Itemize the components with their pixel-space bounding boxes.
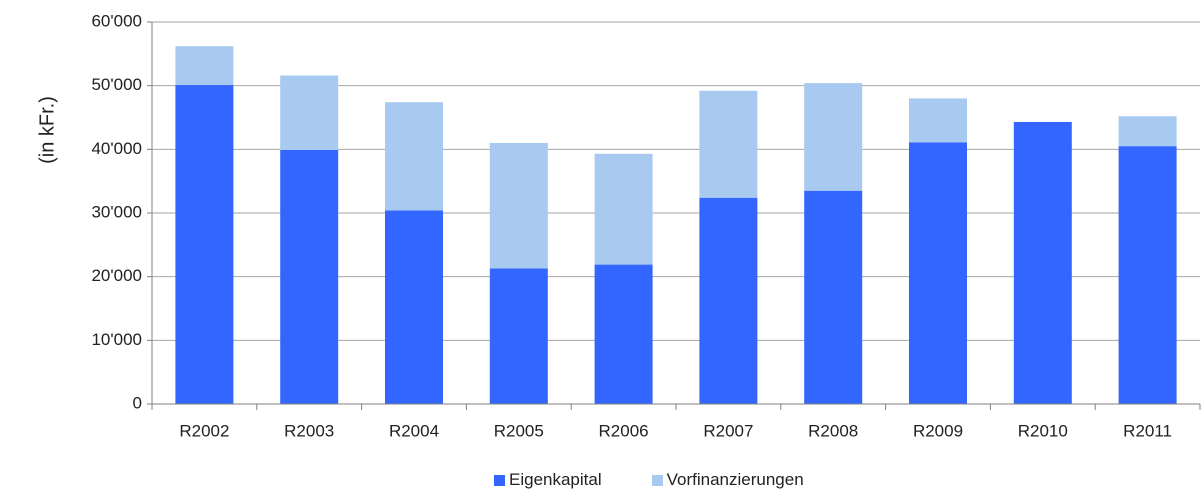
legend-swatch-vorfinanzierungen bbox=[651, 474, 663, 486]
x-tick-label: R2002 bbox=[179, 421, 229, 440]
legend-item-vorfinanzierungen: Vorfinanzierungen bbox=[651, 470, 804, 490]
legend-swatch-eigenkapital bbox=[494, 474, 505, 486]
legend: Eigenkapital Vorfinanzierungen bbox=[494, 470, 804, 490]
bar-vorfinanzierungen-r2007 bbox=[699, 90, 758, 198]
bar-vorfinanzierungen-r2004 bbox=[385, 102, 443, 211]
y-tick-label: 30'000 bbox=[91, 202, 142, 221]
x-tick-label: R2011 bbox=[1123, 421, 1172, 440]
x-tick-label: R2006 bbox=[599, 421, 649, 440]
bar-vorfinanzierungen-r2009 bbox=[909, 98, 967, 143]
x-tick-label: R2010 bbox=[1018, 421, 1068, 440]
y-tick-label: 40'000 bbox=[91, 139, 142, 158]
x-tick-label: R2004 bbox=[389, 421, 439, 440]
x-tick-label: R2008 bbox=[808, 421, 858, 440]
bar-eigenkapital-r2008 bbox=[804, 190, 863, 404]
legend-label-eigenkapital: Eigenkapital bbox=[509, 470, 602, 489]
y-tick-labels: 0 10'000 20'000 30'000 40'000 50'000 60'000 bbox=[91, 11, 142, 412]
bar-eigenkapital-r2011 bbox=[1118, 146, 1177, 404]
bar-vorfinanzierungen-r2003 bbox=[280, 75, 339, 150]
bar-eigenkapital-r2004 bbox=[385, 210, 443, 404]
bar-eigenkapital-r2010 bbox=[1013, 121, 1072, 404]
bar-eigenkapital-r2005 bbox=[489, 268, 548, 404]
bar-vorfinanzierungen-r2011 bbox=[1118, 116, 1177, 147]
bar-vorfinanzierungen-r2002 bbox=[175, 46, 234, 86]
x-tick-label: R2005 bbox=[494, 421, 544, 440]
y-axis-label: (in kFr.) bbox=[36, 96, 58, 164]
x-tick-labels: R2002 R2003 R2004 R2005 R2006 R2007 R2008 R2009… bbox=[179, 421, 1172, 440]
legend-label-vorfinanzierungen: Vorfinanzierungen bbox=[666, 470, 804, 489]
y-tick-label: 0 bbox=[133, 393, 142, 412]
axes bbox=[147, 21, 1201, 410]
y-tick-label: 50'000 bbox=[91, 75, 142, 94]
x-tick-label: R2009 bbox=[913, 421, 963, 440]
bar-eigenkapital-r2009 bbox=[909, 142, 967, 404]
bar-eigenkapital-r2006 bbox=[594, 264, 653, 404]
bar-eigenkapital-r2002 bbox=[175, 85, 234, 404]
bar-vorfinanzierungen-r2005 bbox=[489, 142, 548, 269]
bar-eigenkapital-r2007 bbox=[699, 197, 758, 404]
x-tick-label: R2003 bbox=[284, 421, 334, 440]
bar-vorfinanzierungen-r2006 bbox=[594, 153, 653, 265]
y-tick-label: 10'000 bbox=[91, 330, 142, 349]
bar-vorfinanzierungen-r2008 bbox=[804, 83, 863, 191]
bars bbox=[175, 46, 1177, 404]
x-tick-label: R2007 bbox=[703, 421, 753, 440]
y-tick-label: 20'000 bbox=[91, 266, 142, 285]
y-tick-label: 60'000 bbox=[91, 11, 142, 30]
bar-eigenkapital-r2003 bbox=[280, 149, 339, 404]
legend-item-eigenkapital: Eigenkapital bbox=[494, 470, 602, 490]
